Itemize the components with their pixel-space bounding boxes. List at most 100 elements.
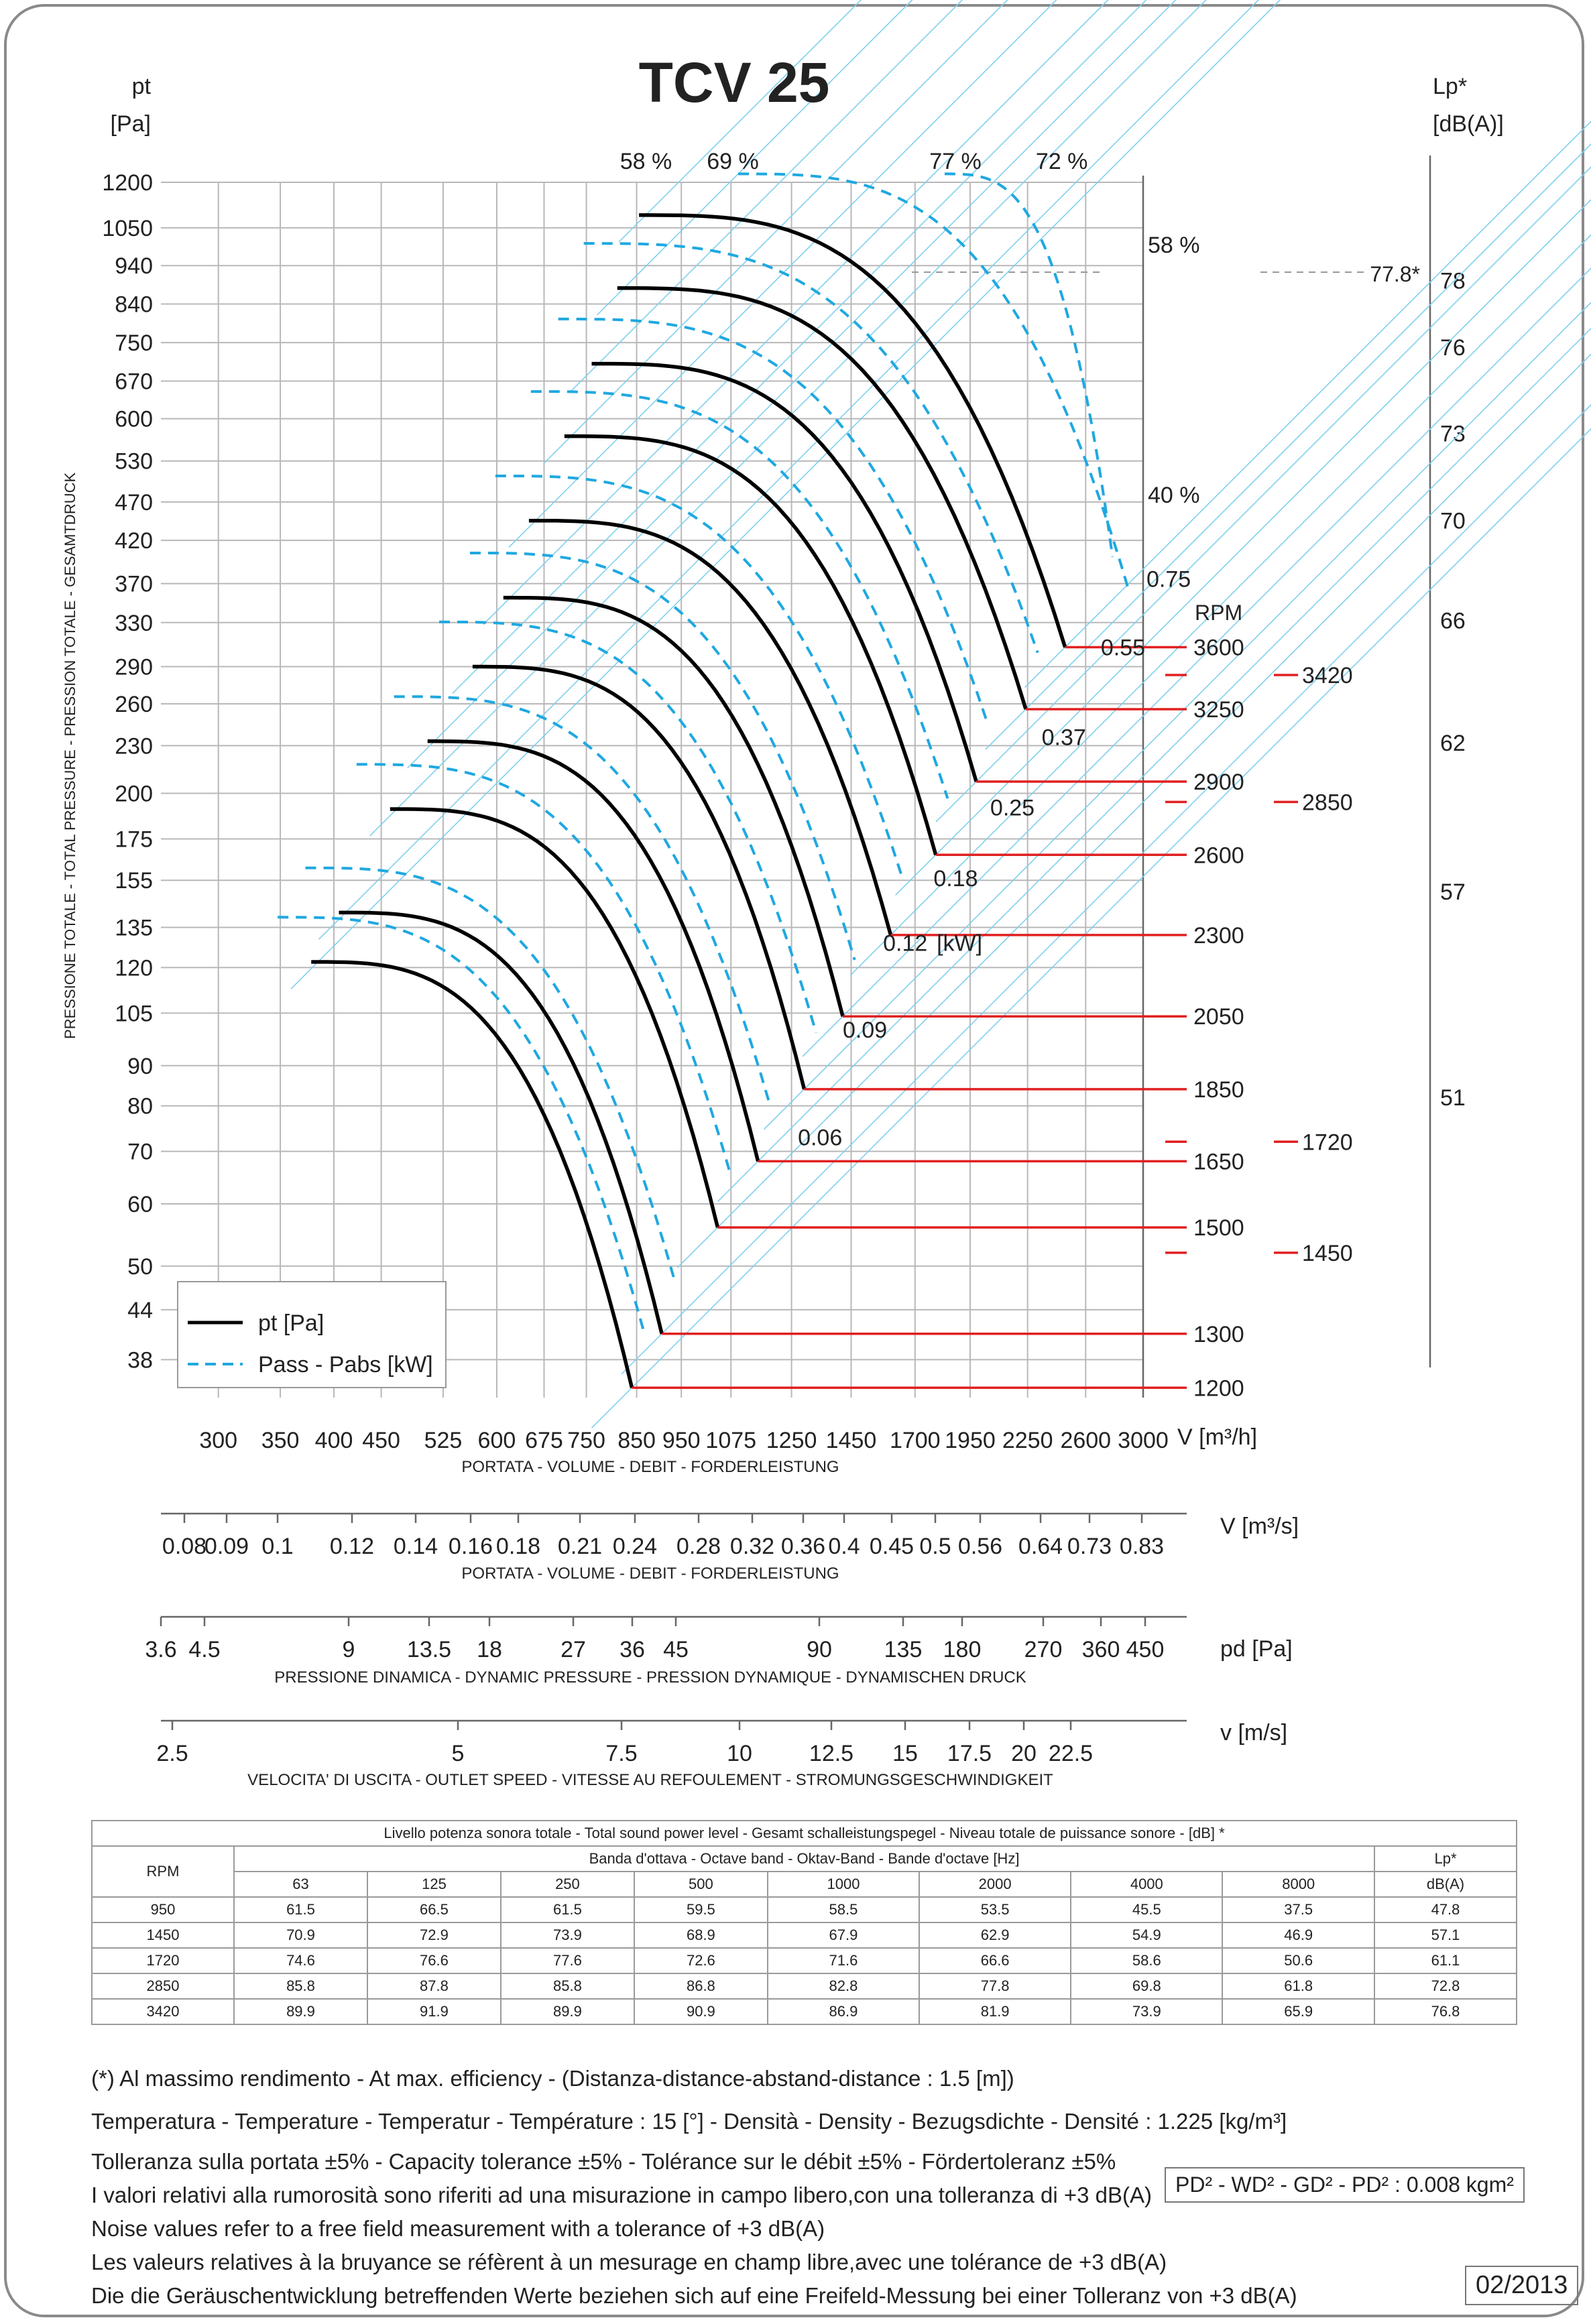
y-tick-label: 120 [115,955,153,981]
table-cell: 76.8 [1374,1998,1517,2025]
legend-box [177,1281,447,1388]
x-tick-label: 2250 [1002,1428,1053,1453]
y-tick-label: 50 [127,1254,153,1280]
legend-entry-pt: pt [Pa] [258,1310,324,1336]
table-rpm-header: RPM [91,1845,235,1898]
system-line [895,198,1591,896]
secondary-tick-label: 0.45 [870,1534,914,1559]
table-cell: 86.9 [766,1998,921,2025]
rpm-label: 2900 [1193,770,1244,795]
power-label: 0.12 [883,931,927,957]
table-cell: 69.8 [1070,1973,1224,2000]
secondary-axes: 0.080.09 0.1 0.12 0.14 0.16 0.18 0.21 0.24 0.28 0… [145,1512,1187,1766]
secondary-tick-label: 0.28 [676,1534,721,1559]
table-band-cell: 63 [233,1871,368,1898]
secondary-tick-label: 2.5 [156,1741,188,1766]
x-tick-label: 2600 [1060,1428,1111,1453]
table-lp-unit: dB(A) [1374,1871,1517,1898]
date-box: 02/2013 [1465,2266,1579,2305]
x-tick-label: 1950 [945,1428,996,1453]
table-cell: 57.1 [1374,1922,1517,1949]
system-line [571,0,963,391]
secondary-tick-label: 180 [943,1637,982,1662]
y-tick-label: 1050 [102,216,153,241]
power-curve [944,172,1114,558]
table-cell: 85.8 [233,1973,368,2000]
secondary-tick-label: 135 [884,1637,923,1662]
rpm-lines: 3600 3250 2900 2600 2300 2050 1850 1650 1500 1300… [632,635,1353,1401]
system-line [763,302,1591,1130]
system-line [717,327,1591,1202]
x-tick-label: 1075 [705,1428,756,1453]
secondary-tick-label: 4.5 [188,1637,220,1662]
table-row: 1720 74.6 76.6 77.6 72.6 71.6 66.6 58.6 50.6 61.1 [91,1947,1517,1974]
note-tolerance-1: Tolleranza sulla portata ±5% - Capacity … [91,2149,1116,2174]
rpm-label: 1300 [1193,1322,1244,1347]
secondary-tick-label: 450 [1126,1637,1165,1662]
x-tick-label: 750 [567,1428,605,1453]
note-tolerance-4: Les valeurs relatives à la bruyance se r… [91,2250,1167,2274]
table-cell: 70.9 [233,1922,368,1949]
y-tick-label: 330 [115,611,153,636]
system-line [407,0,1177,769]
x-tick-label: 350 [261,1428,300,1453]
x-tick-label: 1250 [766,1428,817,1453]
table-row: 2850 85.8 87.8 85.8 86.8 82.8 77.8 69.8 61.8 72.8 [91,1973,1517,2000]
y-tick-label: 230 [115,733,153,759]
table-lp-header: Lp* [1374,1845,1517,1872]
table-cell: 74.6 [233,1947,368,1974]
table-cell: 81.9 [919,1998,1072,2025]
table-cell: 90.9 [633,1998,768,2025]
pressure-curves [311,213,1067,1388]
secondary-tick-label: 3.6 [145,1637,176,1662]
table-cell: 77.6 [499,1947,635,1974]
kw-unit-label: [kW] [937,931,982,957]
table-band-cell: 250 [499,1871,635,1898]
volume-caption-1: PORTATA - VOLUME - DEBIT - FORDERLEISTUN… [461,1458,839,1476]
secondary-tick-label: 45 [663,1637,689,1662]
pd-axis-title: pd [Pa] [1220,1636,1293,1662]
table-cell: 58.5 [766,1896,921,1923]
power-label: 0.37 [1042,725,1086,750]
power-label: 0.06 [798,1125,842,1150]
table-cell: 61.5 [233,1896,368,1923]
table-cell: 66.5 [366,1896,502,1923]
right-axis-unit: [dB(A)] [1433,111,1504,137]
power-curve [738,172,1131,594]
y-tick-label: 90 [127,1054,153,1079]
secondary-tick-label: 0.1 [261,1534,293,1559]
y-tick-label: 155 [115,868,153,894]
table-band-cell: 1000 [766,1871,921,1898]
power-label: 0.09 [843,1018,887,1043]
table-cell: 62.9 [919,1922,1072,1949]
table-cell: 59.5 [633,1896,768,1923]
table-row: 1450 70.9 72.9 73.9 68.9 67.9 62.9 54.9 46.9 57.1 [91,1922,1517,1949]
system-line [597,0,913,316]
y-tick-label: 200 [115,782,153,807]
table-title: Livello potenza sonora totale - Total so… [91,1820,1517,1847]
table-band-header: Banda d'ottava - Octave band - Oktav-Ban… [233,1845,1375,1872]
table-band-cell: 4000 [1070,1871,1224,1898]
system-line [802,267,1591,1057]
y-tick-label: 38 [127,1347,153,1373]
vertical-axis-label: PRESSIONE TOTALE - TOTAL PRESSURE - PRES… [62,473,78,1039]
note-efficiency: (*) Al massimo rendimento - At max. effi… [91,2066,1014,2091]
power-curve [356,763,731,1172]
pt-curve-2300 [528,518,893,936]
rpm-side-label: 1450 [1302,1241,1353,1266]
power-curve [278,916,646,1332]
secondary-tick-label: 0.16 [449,1534,493,1559]
lp-mark-label: 77.8* [1370,262,1420,286]
rpm-side-label: 2850 [1302,790,1353,815]
note-tolerance-2: I valori relativi alla rumorosità sono r… [91,2183,1153,2207]
table-cell: 47.8 [1374,1896,1517,1923]
table-cell: 37.5 [1222,1896,1375,1923]
power-label: 0.18 [933,866,978,892]
secondary-tick-label: 12.5 [809,1741,853,1766]
secondary-tick-label: 9 [343,1637,355,1662]
secondary-tick-label: 10 [727,1741,752,1766]
power-curve [305,866,675,1278]
y-tick-label: 60 [127,1192,153,1217]
note-tolerance-3: Noise values refer to a free field measu… [91,2216,825,2241]
power-curve [469,552,856,961]
